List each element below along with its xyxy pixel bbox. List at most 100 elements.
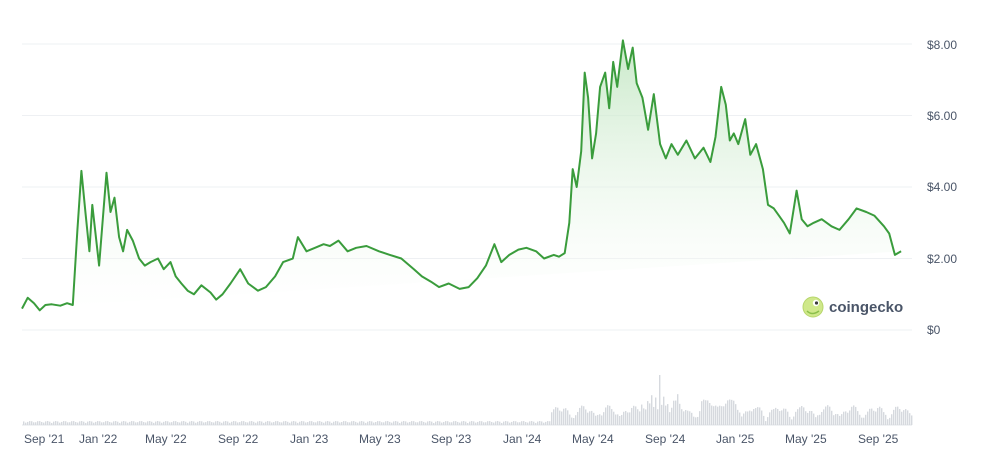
volume-bar <box>313 422 315 425</box>
volume-bar <box>379 421 381 425</box>
volume-bar <box>823 409 825 425</box>
volume-bar <box>531 421 533 425</box>
volume-bar <box>99 421 101 425</box>
volume-bar <box>97 421 99 425</box>
volume-bar <box>381 422 383 425</box>
volume-bar <box>567 410 569 425</box>
volume-bar <box>535 422 537 425</box>
volume-bar <box>829 406 831 425</box>
x-tick-label: Jan '24 <box>503 432 542 446</box>
volume-bar <box>625 410 627 425</box>
x-tick-label: May '22 <box>145 432 187 446</box>
volume-bar <box>409 421 411 425</box>
y-tick-label: $0 <box>927 323 941 337</box>
volume-bar <box>569 414 571 425</box>
volume-bar <box>743 413 745 425</box>
volume-bar <box>717 406 719 425</box>
volume-bar <box>809 410 811 425</box>
volume-bar <box>295 421 297 425</box>
volume-bar <box>621 414 623 425</box>
volume-bar <box>881 408 883 425</box>
volume-bar <box>263 422 265 425</box>
watermark-label: coingecko <box>829 299 903 316</box>
volume-bar <box>817 415 819 425</box>
volume-bar <box>461 421 463 425</box>
volume-bar <box>667 404 669 425</box>
volume-bar <box>235 421 237 425</box>
volume-bar <box>713 406 715 425</box>
volume-bar <box>195 422 197 425</box>
volume-bar <box>325 421 327 425</box>
volume-bar <box>343 421 345 425</box>
volume-bar <box>537 421 539 425</box>
volume-bar <box>203 422 205 425</box>
volume-bar <box>761 410 763 425</box>
volume-bar <box>385 421 387 425</box>
volume-bar <box>119 422 121 425</box>
volume-bar <box>635 406 637 425</box>
volume-bar <box>351 421 353 425</box>
volume-bar <box>611 409 613 425</box>
volume-bar <box>251 421 253 425</box>
volume-bar <box>333 421 335 425</box>
volume-bar <box>367 421 369 425</box>
volume-bar <box>377 421 379 425</box>
volume-bar <box>391 422 393 425</box>
volume-bar <box>807 412 809 425</box>
volume-bar <box>897 406 899 425</box>
volume-bar <box>387 421 389 425</box>
price-line <box>21 39 902 312</box>
volume-bar <box>247 422 249 425</box>
volume-bar <box>389 421 391 425</box>
volume-bar <box>691 412 693 425</box>
volume-bar <box>39 421 41 425</box>
volume-bar <box>163 421 165 425</box>
volume-bar <box>579 407 581 425</box>
volume-bar <box>629 412 631 425</box>
volume-bar <box>79 421 81 425</box>
volume-bar <box>239 422 241 425</box>
volume-bar <box>781 410 783 425</box>
volume-bar <box>407 422 409 425</box>
volume-bar <box>539 421 541 425</box>
volume-bar <box>907 410 909 425</box>
volume-bar <box>523 421 525 425</box>
x-tick-label: Jan '22 <box>79 432 118 446</box>
volume-bar <box>441 422 443 425</box>
volume-bar <box>339 422 341 425</box>
volume-bar <box>193 421 195 425</box>
volume-bar <box>101 422 103 425</box>
volume-bar <box>363 421 365 425</box>
volume-bar <box>689 411 691 425</box>
volume-bar <box>217 421 219 425</box>
volume-bar <box>649 403 651 425</box>
volume-bar <box>615 414 617 425</box>
volume-bar <box>767 417 769 425</box>
volume-bar <box>153 422 155 425</box>
volume-bar <box>241 421 243 425</box>
volume-bar <box>555 407 557 425</box>
volume-bar <box>451 422 453 425</box>
volume-bar <box>485 422 487 425</box>
volume-bar <box>563 408 565 425</box>
volume-bar <box>137 422 139 425</box>
volume-bar <box>623 411 625 425</box>
x-tick-label: May '24 <box>572 432 614 446</box>
volume-bar <box>839 415 841 425</box>
volume-bar <box>549 421 551 425</box>
volume-bar <box>849 410 851 425</box>
volume-bar <box>835 414 837 425</box>
volume-bar <box>803 407 805 425</box>
y-tick-label: $6.00 <box>927 109 957 123</box>
volume-bar <box>223 421 225 425</box>
volume-bar <box>565 408 567 425</box>
volume-bar <box>601 415 603 425</box>
volume-bar <box>675 400 677 425</box>
volume-bar <box>227 421 229 425</box>
volume-bar <box>591 410 593 425</box>
volume-bar <box>187 422 189 425</box>
volume-bar <box>571 417 573 425</box>
volume-bar <box>175 421 177 425</box>
volume-bar <box>77 422 79 425</box>
